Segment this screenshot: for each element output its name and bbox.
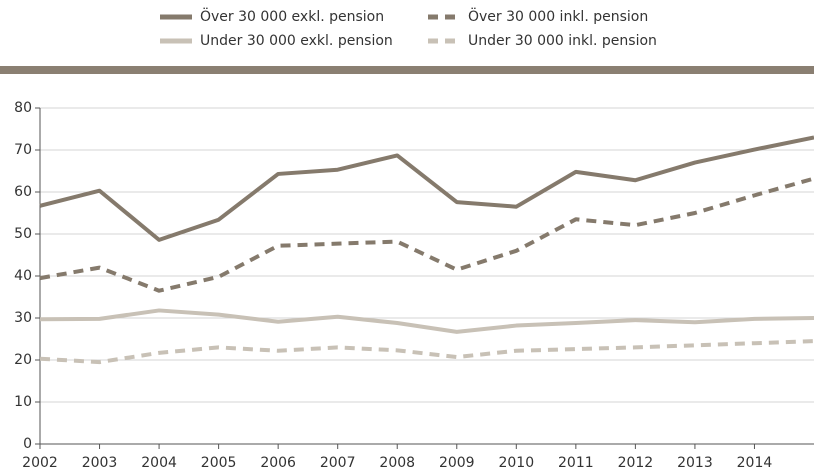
x-tick-label: 2006 [260,455,296,471]
x-tick-label: 2005 [201,455,237,471]
y-tick-label: 0 [23,436,32,452]
legend-label: Över 30 000 exkl. pension [200,7,384,25]
series-line [39,308,814,334]
y-tick-label: 30 [14,310,32,326]
legend-label: Över 30 000 inkl. pension [468,7,648,25]
x-tick-label: 2007 [320,455,356,471]
x-tick-label: 2002 [22,455,58,471]
y-tick-label: 80 [14,100,32,116]
legend-label: Under 30 000 exkl. pension [200,33,393,49]
x-tick-label: 2013 [677,455,713,471]
x-tick-label: 2003 [82,455,118,471]
y-tick-label: 50 [14,226,32,242]
y-tick-label: 70 [14,142,32,158]
x-tick-label: 2011 [558,455,594,471]
x-tick-label: 2009 [439,455,475,471]
series-line [39,135,814,242]
header-band [0,66,814,74]
series-line [39,339,814,365]
x-tick-label: 2010 [498,455,534,471]
y-tick-label: 10 [14,394,32,410]
series-line [39,176,814,293]
x-tick-label: 2004 [141,455,177,471]
y-tick-label: 20 [14,352,32,368]
x-tick-label: 2008 [379,455,415,471]
legend-label: Under 30 000 inkl. pension [468,33,657,49]
x-tick-label: 2014 [737,455,773,471]
x-tick-label: 2012 [618,455,654,471]
y-tick-label: 40 [14,268,32,284]
y-tick-label: 60 [14,184,32,200]
